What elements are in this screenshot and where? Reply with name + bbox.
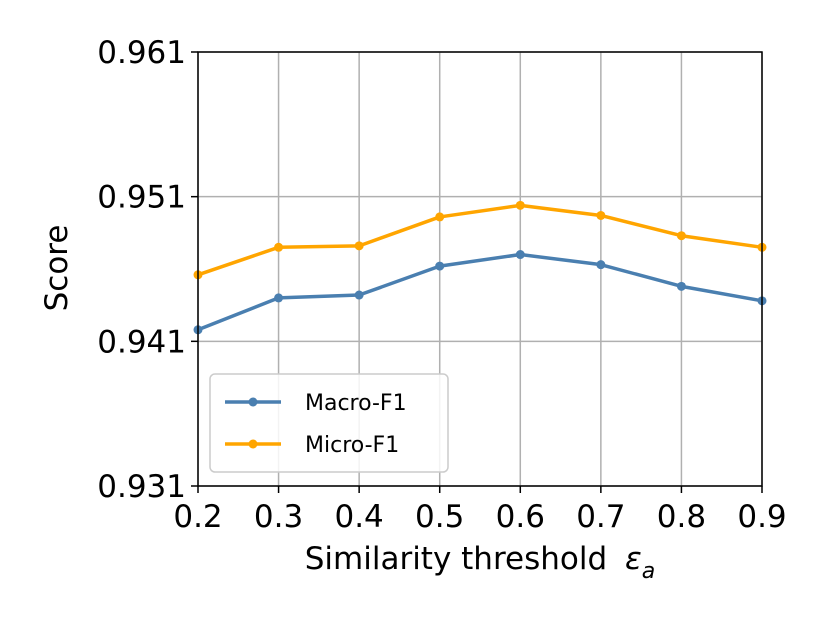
data-point <box>354 290 364 300</box>
data-point <box>676 281 686 291</box>
legend-label: Micro-F1 <box>305 433 399 458</box>
data-point <box>515 250 525 260</box>
y-tick-label: 0.951 <box>97 180 186 216</box>
series-line <box>197 203 763 277</box>
x-axis-label: Similarity threshold εa <box>305 541 656 584</box>
x-tick-label: 0.4 <box>334 499 383 535</box>
y-tick-label: 0.941 <box>97 324 186 360</box>
x-tick-label: 0.8 <box>657 499 706 535</box>
x-tick-label: 0.2 <box>173 499 222 535</box>
legend-box <box>209 373 449 473</box>
data-point <box>435 261 445 271</box>
x-axis-label-symbol: ε <box>625 541 642 577</box>
x-axis-label-subscript: a <box>642 559 655 584</box>
series-layer <box>193 200 767 335</box>
data-point <box>596 260 606 270</box>
data-point <box>515 200 525 210</box>
data-point <box>596 210 606 220</box>
y-tick-label: 0.931 <box>97 469 186 505</box>
data-point <box>676 231 686 241</box>
legend-label: Macro-F1 <box>305 391 407 416</box>
x-tick-label: 0.3 <box>254 499 303 535</box>
data-point <box>274 293 284 303</box>
y-tick-label: 0.961 <box>97 35 186 71</box>
x-tick-label: 0.9 <box>737 499 786 535</box>
y-axis-label: Score <box>39 225 75 312</box>
legend-marker <box>248 397 258 407</box>
legend-marker <box>248 439 258 449</box>
data-point <box>354 241 364 251</box>
x-tick-label: 0.6 <box>496 499 545 535</box>
data-point <box>435 212 445 222</box>
x-tick-label: 0.5 <box>415 499 464 535</box>
ticks: 0.2 0.3 0.4 0.5 0.6 0.7 0.8 0.9 0.931 0.941 0.951 0… <box>97 35 786 535</box>
data-point <box>274 242 284 252</box>
x-tick-label: 0.7 <box>576 499 625 535</box>
x-axis-label-text: Similarity threshold <box>305 541 607 577</box>
legend: Macro-F1 Micro-F1 <box>209 373 449 473</box>
series-line <box>197 252 763 332</box>
plot-frame <box>197 51 763 487</box>
